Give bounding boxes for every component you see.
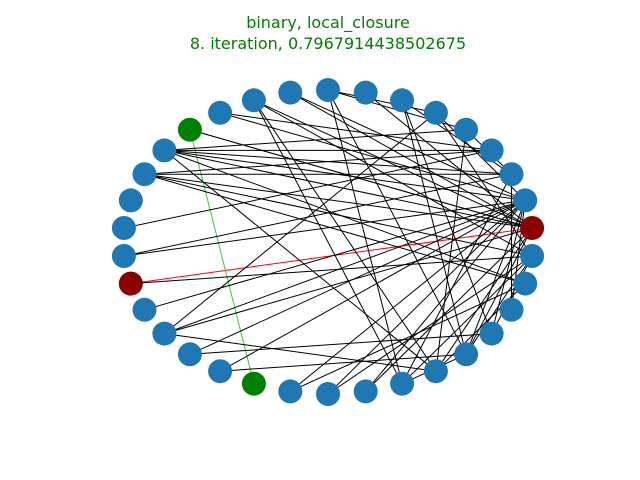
graph-edge (164, 149, 526, 201)
graph-edge (327, 89, 437, 114)
graph-node (241, 88, 266, 113)
graph-node (177, 117, 202, 142)
graph-node (278, 80, 303, 105)
graph-node (241, 371, 266, 396)
graph-edge (219, 112, 526, 201)
graph-node (316, 382, 340, 406)
graph-edge (123, 173, 512, 257)
graph-edge (220, 112, 492, 151)
graph-edge (164, 149, 533, 229)
graph-node (132, 162, 157, 187)
graph-edge (144, 149, 492, 175)
graph-node (208, 100, 233, 125)
graph-node (316, 78, 340, 102)
graph-node (118, 271, 143, 296)
figure-title-line-2: 8. iteration, 0.7967914438502675 (190, 34, 466, 53)
graph-node (520, 244, 545, 268)
graph-node (454, 117, 479, 142)
graph-node (353, 379, 378, 404)
graph-edge (465, 200, 526, 355)
graph-edge (435, 283, 526, 372)
graph-node (353, 80, 378, 105)
graph-edges (123, 89, 533, 395)
graph-node (118, 188, 143, 213)
graph-edge (253, 99, 533, 229)
graph-edge (327, 200, 526, 395)
graph-edge (435, 227, 533, 372)
graph-node (479, 138, 504, 163)
graph-node (390, 88, 415, 113)
graph-edge (220, 353, 467, 372)
graph-node (278, 379, 303, 404)
graph-node (152, 321, 177, 346)
graph-edge (123, 199, 526, 257)
graph-node (208, 359, 233, 384)
graph-edge (123, 149, 492, 229)
graph-node (177, 342, 202, 367)
graph-edge (189, 199, 526, 355)
graph-edge (401, 100, 467, 355)
graph-edge (164, 112, 437, 334)
graph-node (499, 162, 524, 187)
graph-edge (401, 100, 493, 334)
graph-edge (164, 149, 526, 285)
graph-edge (327, 89, 467, 355)
graph-edge (289, 200, 526, 392)
graph-edge (144, 199, 526, 311)
graph-edge (465, 227, 533, 355)
graph-edge (219, 199, 526, 372)
graph-edge (290, 92, 526, 201)
graph-node (152, 138, 177, 163)
graph-edge (189, 129, 255, 384)
graph-edge (253, 100, 437, 372)
graph-node (454, 342, 479, 367)
graph-edge (327, 89, 403, 384)
graph-node (423, 100, 448, 125)
graph-edge (491, 255, 533, 334)
graph-edge (164, 149, 512, 175)
graph-edge (189, 333, 492, 355)
graph-node (423, 359, 448, 384)
graph-edge (164, 150, 437, 372)
graph-node (499, 297, 524, 322)
graph-edge (144, 173, 533, 229)
graph-node (513, 271, 538, 296)
graph-edge (253, 100, 403, 384)
graph-edge (164, 333, 436, 372)
graph-edge (401, 173, 512, 384)
graph-node (390, 371, 415, 396)
graph-nodes (111, 78, 545, 406)
graph-node (111, 216, 136, 240)
graph-edge (365, 227, 533, 392)
graph-edge (401, 255, 533, 385)
graph-edge (435, 129, 467, 372)
graph-node (479, 321, 504, 346)
graph-node (111, 244, 136, 268)
graph-edge (365, 92, 533, 229)
graph-edge (189, 129, 533, 229)
graph-edge (164, 227, 533, 335)
graph-edge (164, 199, 526, 335)
graph-node (132, 297, 157, 322)
graph-edge (253, 99, 533, 257)
graph-edge (144, 173, 526, 285)
graph-edge (130, 255, 533, 285)
graph-node (513, 188, 538, 213)
figure-title-line-1: binary, local_closure (246, 13, 410, 33)
graph-node (520, 216, 545, 240)
